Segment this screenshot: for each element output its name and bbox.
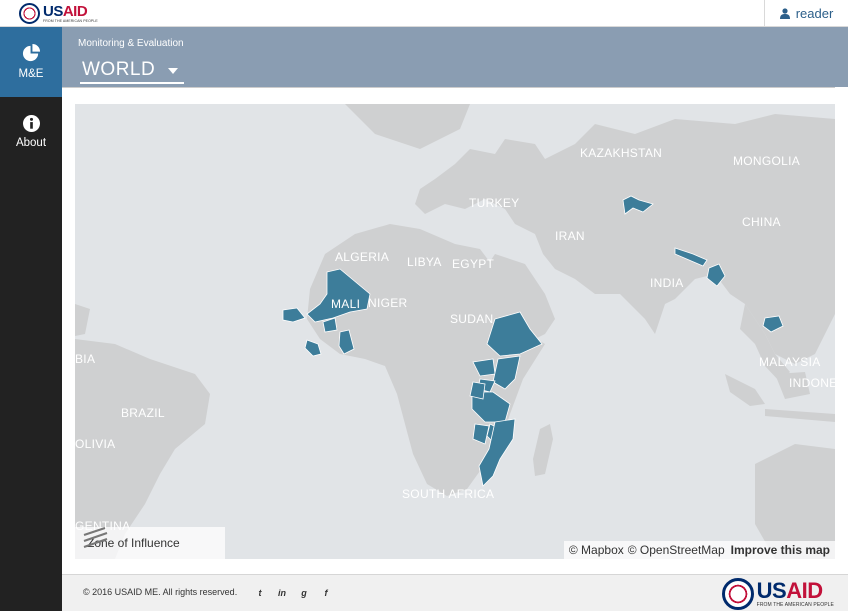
sidebar-item-me[interactable]: M&E [0, 27, 62, 97]
country-drc-east [469, 381, 486, 400]
country-ghana [338, 329, 355, 355]
land-greenland [345, 104, 470, 149]
world-map[interactable]: KAZAKHSTAN MONGOLIA TURKEY CHINA IRAN AL… [75, 104, 835, 559]
map-label-algeria: ALGERIA [335, 250, 390, 264]
map-attribution: © Mapbox © OpenStreetMap Improve this ma… [563, 541, 835, 559]
page-subtitle: Monitoring & Evaluation [78, 38, 184, 49]
twitter-icon[interactable]: t [258, 588, 262, 598]
country-guinea [304, 339, 322, 357]
country-zambia [472, 423, 490, 445]
land-south-america [75, 339, 210, 559]
map-canvas [75, 104, 835, 559]
top-bar: USAID FROM THE AMERICAN PEOPLE reader [0, 0, 848, 27]
attribution-osm-link[interactable]: © OpenStreetMap [627, 543, 725, 557]
country-tajikistan [622, 195, 654, 215]
footer-usaid-logo[interactable]: USAID FROM THE AMERICAN PEOPLE [721, 577, 834, 610]
sidebar: M&E About [0, 27, 62, 611]
user-icon [779, 8, 790, 19]
country-nepal [674, 247, 708, 267]
region-select-value: WORLD [82, 58, 156, 80]
land-australia [755, 444, 835, 559]
map-label-libya: LIBYA [407, 255, 442, 269]
map-label-sudan: SUDAN [450, 312, 494, 326]
land-eurasia [415, 114, 835, 364]
country-mozambique [478, 418, 516, 487]
map-label-mongolia: MONGOLIA [733, 154, 801, 168]
facebook-icon[interactable]: f [324, 588, 328, 598]
land-indonesia-1 [725, 374, 765, 406]
attribution-mapbox-link[interactable]: © Mapbox [568, 543, 624, 557]
divider [62, 87, 835, 88]
legend-label: Zone of Influence [87, 536, 180, 550]
country-bangladesh [706, 263, 726, 287]
map-label-bia: BIA [75, 352, 96, 366]
user-menu[interactable]: reader [764, 0, 848, 27]
map-label-china: CHINA [742, 215, 781, 229]
sidebar-item-about[interactable]: About [0, 97, 62, 167]
country-burkina [322, 317, 338, 333]
zone-of-influence-countries [282, 195, 784, 487]
social-links: t in g f [249, 586, 337, 600]
sidebar-item-label: M&E [18, 68, 44, 80]
region-select[interactable]: WORLD [80, 57, 184, 84]
country-ethiopia [486, 311, 543, 357]
usaid-logo[interactable]: USAID FROM THE AMERICAN PEOPLE [19, 3, 98, 24]
footer: © 2016 USAID ME. All rights reserved. t … [62, 574, 848, 611]
map-label-egypt: EGYPT [452, 257, 495, 271]
github-icon[interactable]: g [301, 588, 307, 598]
map-label-india: INDIA [650, 276, 684, 290]
usaid-seal-icon [19, 3, 40, 24]
map-label-kazakhstan: KAZAKHSTAN [580, 146, 663, 160]
country-mali [306, 268, 371, 323]
hatch-swatch-icon [83, 527, 108, 548]
map-label-bolivia: OLIVIA [75, 437, 116, 451]
improve-map-link[interactable]: Improve this map [730, 543, 830, 557]
country-cambodia [762, 315, 784, 333]
map-label-brazil: BRAZIL [121, 406, 165, 420]
land-madagascar [533, 424, 553, 476]
land-arabia [485, 254, 555, 344]
land-indonesia-3 [765, 409, 835, 422]
country-kenya [492, 355, 521, 390]
map-label-indonesia: INDONE [789, 376, 835, 390]
sidebar-item-label: About [15, 137, 47, 149]
map-label-iran: IRAN [555, 229, 585, 243]
map-legend: Zone of Influence [75, 527, 225, 559]
linkedin-icon[interactable]: in [278, 588, 286, 598]
usaid-seal-icon [721, 577, 754, 610]
land-central-america [75, 304, 90, 336]
map-label-south-africa: SOUTH AFRICA [402, 487, 495, 501]
map-label-mali: MALI [331, 297, 361, 311]
info-icon [22, 115, 40, 132]
page-header: Monitoring & Evaluation WORLD [62, 27, 848, 87]
copyright-text: © 2016 USAID ME. All rights reserved. [83, 587, 238, 597]
land-seasia [740, 304, 790, 382]
map-label-turkey: TURKEY [469, 196, 520, 210]
pie-chart-icon [22, 44, 40, 62]
chevron-down-icon [168, 68, 178, 74]
land-indonesia-2 [775, 372, 810, 399]
user-name: reader [795, 6, 834, 21]
map-label-niger: NIGER [368, 296, 408, 310]
country-senegal [282, 307, 306, 323]
map-label-malaysia: MALAYSIA [759, 355, 821, 369]
